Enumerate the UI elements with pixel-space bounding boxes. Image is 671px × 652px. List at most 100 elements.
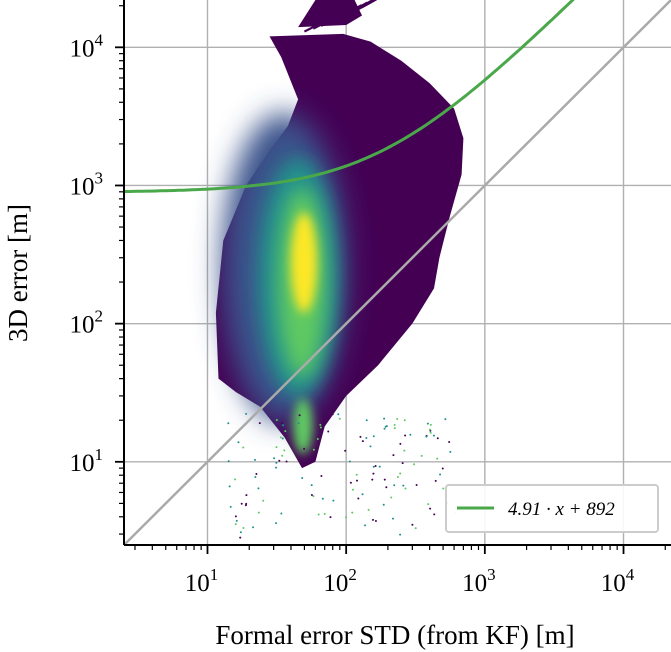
- scatter-point: [361, 493, 364, 496]
- scatter-point: [411, 523, 414, 526]
- scatter-point: [275, 419, 278, 422]
- scatter-point: [393, 427, 396, 430]
- scatter-point: [312, 448, 315, 451]
- scatter-point: [258, 422, 261, 425]
- scatter-point: [338, 417, 341, 420]
- x-tick-label: 104: [601, 565, 635, 597]
- scatter-point: [426, 422, 429, 425]
- scatter-point: [262, 499, 265, 502]
- scatter-point: [234, 515, 237, 518]
- scatter-point: [409, 433, 412, 436]
- legend-label: 4.91 · x + 892: [508, 499, 615, 520]
- scatter-point: [281, 454, 284, 457]
- scatter-point: [444, 418, 447, 421]
- scatter-point: [312, 495, 315, 498]
- scatter-point: [319, 423, 322, 426]
- scatter-point: [319, 426, 322, 429]
- scatter-point: [385, 425, 388, 428]
- scatter-point: [383, 427, 386, 430]
- scatter-point: [242, 526, 245, 529]
- scatter-point: [279, 436, 282, 439]
- scatter-point: [365, 419, 368, 422]
- scatter-point: [297, 422, 300, 425]
- scatter-point: [239, 536, 242, 539]
- scatter-point: [245, 494, 248, 497]
- scatter-point: [345, 516, 348, 519]
- scatter-point: [332, 499, 335, 502]
- scatter-point: [348, 460, 351, 463]
- axes: [115, 0, 671, 554]
- scatter-streak-line: [371, 0, 378, 3]
- scatter-point: [420, 454, 423, 457]
- scatter-point: [240, 502, 243, 505]
- fit-line-layer: [124, 0, 575, 193]
- scatter-point: [414, 527, 417, 530]
- scatter-point: [393, 484, 396, 487]
- scatter-point: [257, 487, 260, 490]
- y-axis-label: 3D error [m]: [3, 204, 33, 342]
- scatter-point: [357, 497, 360, 500]
- scatter-point: [434, 479, 437, 482]
- scatter-point: [282, 424, 285, 427]
- scatter-point: [371, 518, 374, 521]
- scatter-point: [382, 503, 385, 506]
- scatter-point: [355, 473, 358, 476]
- x-axis-label: Formal error STD (from KF) [m]: [215, 620, 574, 650]
- scatter-point: [244, 504, 247, 507]
- scatter-point: [436, 457, 439, 460]
- scatter-point: [316, 437, 319, 440]
- scatter-point: [359, 435, 362, 438]
- scatter-point: [245, 412, 248, 415]
- scatter-point: [355, 479, 358, 482]
- scatter-point: [448, 440, 451, 443]
- scatter-point: [321, 497, 324, 500]
- scatter-point: [427, 503, 430, 506]
- scatter-point: [369, 445, 372, 448]
- scatter-point: [441, 467, 444, 470]
- scatter-point: [429, 507, 432, 510]
- scatter-point: [284, 430, 287, 433]
- scatter-point: [404, 434, 407, 437]
- scatter-point: [229, 505, 232, 508]
- scatter-point: [433, 513, 436, 516]
- scatter-point: [254, 458, 257, 461]
- scatter-point: [372, 465, 375, 468]
- scatter-point: [275, 522, 278, 525]
- scatter-point: [401, 462, 404, 465]
- scatter-point: [239, 531, 242, 534]
- y-tick-label: 101: [70, 445, 104, 477]
- density-scatter: [215, 0, 464, 539]
- scatter-point: [344, 449, 347, 452]
- x-tick-labels: 101 102 103 104: [185, 565, 635, 597]
- scatter-point: [399, 472, 402, 475]
- scatter-point: [280, 421, 283, 424]
- scatter-point: [329, 516, 332, 519]
- scatter-point: [429, 423, 432, 426]
- scatter-point: [327, 430, 330, 433]
- scatter-point: [372, 472, 375, 475]
- scatter-point: [301, 477, 304, 480]
- scatter-point: [425, 435, 428, 438]
- scatter-point: [254, 475, 257, 478]
- scatter-point: [429, 431, 432, 434]
- density-core: [290, 212, 317, 313]
- scatter-point: [365, 436, 368, 439]
- x-tick-label: 101: [185, 565, 219, 597]
- y-tick-labels: 101 102 103 104: [70, 30, 104, 477]
- scatter-point: [428, 428, 431, 431]
- scatter-point: [281, 437, 284, 440]
- scatter-point: [337, 413, 340, 416]
- scatter-point: [275, 466, 278, 469]
- scatter-point: [378, 465, 381, 468]
- scatter-point: [323, 512, 326, 515]
- x-tick-label: 103: [462, 565, 496, 597]
- scatter-point: [415, 483, 418, 486]
- scatter-point: [317, 513, 320, 516]
- scatter-point: [283, 449, 286, 452]
- scatter-point: [432, 434, 435, 437]
- scatter-point: [383, 417, 386, 420]
- scatter-point: [234, 478, 237, 481]
- scatter-point: [383, 478, 386, 481]
- scatter-point: [372, 435, 375, 438]
- scatter-point: [399, 533, 402, 536]
